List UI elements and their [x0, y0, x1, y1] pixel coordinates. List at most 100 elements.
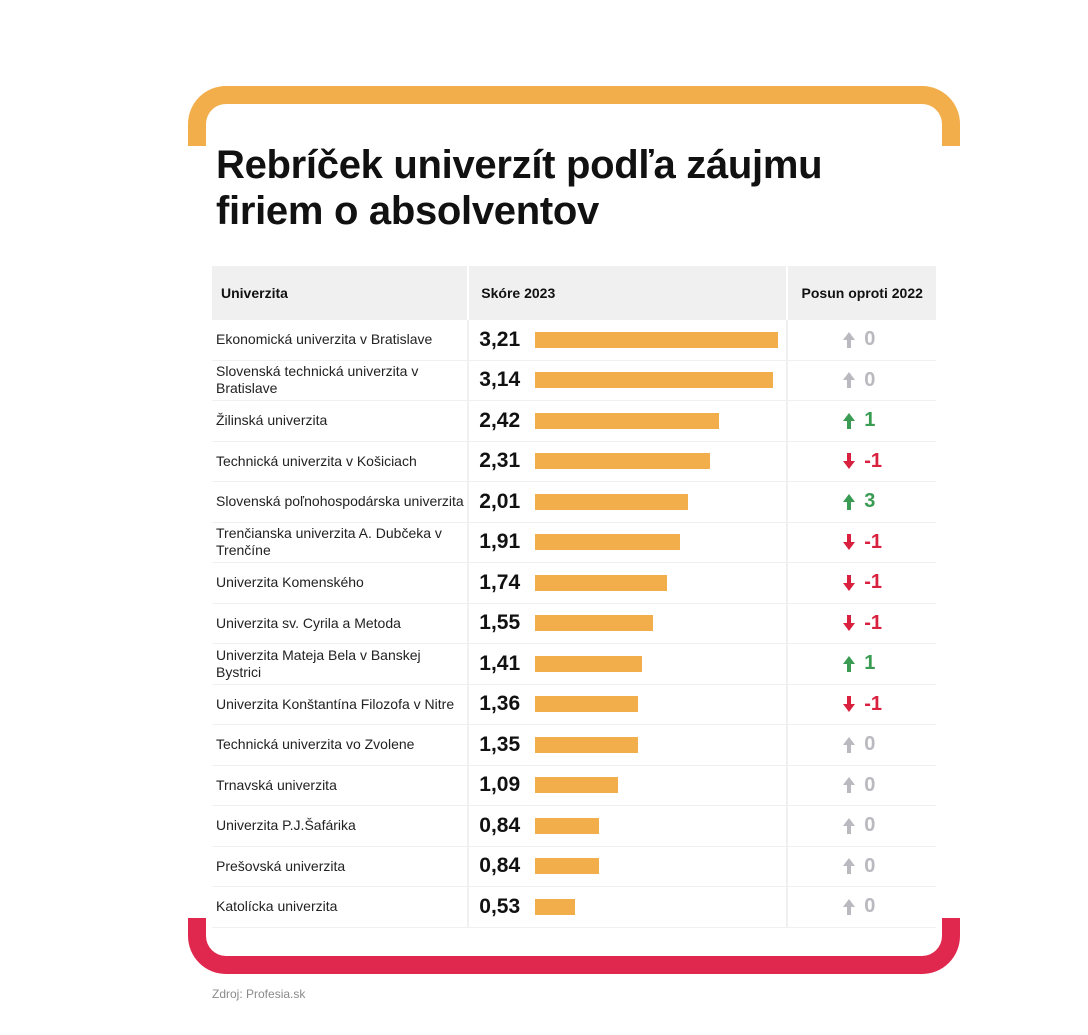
score-bar-track — [535, 696, 785, 713]
score-bar — [535, 858, 599, 875]
university-name: Slovenská poľnohospodárska univerzita — [216, 493, 464, 510]
shift-cell: 1 — [786, 644, 936, 684]
score-bar — [535, 331, 779, 348]
header-university: Univerzita — [221, 285, 288, 301]
table-row: Katolícka univerzita 0,53 0 — [212, 887, 936, 928]
score-bar-track — [535, 858, 785, 875]
university-name: Trnavská univerzita — [216, 776, 337, 793]
score-value: 0,53 — [479, 894, 521, 918]
score-value: 1,36 — [479, 692, 521, 716]
shift-value: 0 — [864, 328, 876, 351]
table-row: Slovenská poľnohospodárska univerzita 2,0… — [212, 482, 936, 523]
score-cell: 1,91 — [467, 522, 786, 562]
arrow-up-icon — [843, 372, 856, 389]
top-orange-frame — [188, 86, 960, 146]
table-row: Technická univerzita v Košiciach 2,31 -1 — [212, 441, 936, 482]
source-note: Zdroj: Profesia.sk — [212, 987, 306, 1001]
shift-cell: 0 — [786, 846, 936, 886]
score-bar — [535, 372, 774, 389]
score-value: 1,35 — [479, 732, 521, 756]
score-cell: 2,42 — [467, 401, 786, 441]
score-value: 2,31 — [479, 449, 521, 473]
shift-cell: 0 — [786, 887, 936, 927]
arrow-up-icon — [843, 331, 856, 348]
table-row: Univerzita Konštantína Filozofa v Nitre 1… — [212, 684, 936, 725]
score-bar-track — [535, 534, 785, 551]
score-value: 0,84 — [479, 854, 521, 878]
score-value: 1,74 — [479, 570, 521, 594]
shift-cell: 0 — [786, 320, 936, 360]
score-cell: 0,84 — [467, 846, 786, 886]
table-row: Univerzita sv. Cyrila a Metoda 1,55 -1 — [212, 603, 936, 644]
shift-value: 1 — [864, 409, 876, 432]
score-value: 2,01 — [479, 489, 521, 513]
table-row: Prešovská univerzita 0,84 0 — [212, 846, 936, 887]
score-cell: 1,74 — [467, 563, 786, 603]
score-bar-track — [535, 615, 785, 632]
arrow-up-icon — [843, 858, 856, 875]
shift-value: -1 — [864, 692, 882, 715]
table-row: Žilinská univerzita 2,42 1 — [212, 401, 936, 442]
score-bar-track — [535, 372, 785, 389]
score-cell: 1,35 — [467, 725, 786, 765]
score-cell: 3,21 — [467, 320, 786, 360]
shift-value: 3 — [864, 490, 876, 513]
shift-cell: -1 — [786, 563, 936, 603]
table-row: Univerzita Mateja Bela v Banskej Bystric… — [212, 644, 936, 685]
chart-title: Rebríček univerzít podľa záujmu firiem o… — [216, 143, 823, 233]
shift-cell: 1 — [786, 401, 936, 441]
arrow-up-icon — [843, 817, 856, 834]
table-row: Univerzita P.J.Šafárika 0,84 0 — [212, 806, 936, 847]
arrow-up-icon — [843, 493, 856, 510]
arrow-up-icon — [843, 412, 856, 429]
shift-cell: -1 — [786, 684, 936, 724]
university-name: Katolícka univerzita — [216, 898, 338, 915]
shift-value: 0 — [864, 773, 876, 796]
shift-value: -1 — [864, 571, 882, 594]
arrow-down-icon — [843, 696, 856, 713]
university-name: Univerzita P.J.Šafárika — [216, 817, 356, 834]
score-cell: 0,84 — [467, 806, 786, 846]
shift-value: 1 — [864, 652, 876, 675]
university-name: Slovenská technická univerzita v Bratisl… — [216, 363, 419, 397]
table-body: Ekonomická univerzita v Bratislave 3,21 0 S… — [212, 320, 936, 928]
shift-value: -1 — [864, 611, 882, 634]
bottom-red-frame — [188, 918, 960, 974]
score-bar-track — [535, 493, 785, 510]
score-bar-track — [535, 817, 785, 834]
score-value: 1,55 — [479, 611, 521, 635]
score-value: 1,91 — [479, 530, 521, 554]
arrow-up-icon — [843, 898, 856, 915]
shift-cell: 0 — [786, 360, 936, 400]
score-value: 1,41 — [479, 651, 521, 675]
table-row: Technická univerzita vo Zvolene 1,35 0 — [212, 725, 936, 766]
arrow-up-icon — [843, 655, 856, 672]
score-value: 3,21 — [479, 327, 521, 351]
arrow-down-icon — [843, 574, 856, 591]
shift-cell: 0 — [786, 765, 936, 805]
university-name: Ekonomická univerzita v Bratislave — [216, 331, 433, 348]
score-cell: 1,41 — [467, 644, 786, 684]
university-name: Žilinská univerzita — [216, 412, 328, 429]
score-bar — [535, 493, 688, 510]
shift-cell: 3 — [786, 482, 936, 522]
table-row: Ekonomická univerzita v Bratislave 3,21 0 — [212, 320, 936, 361]
score-bar-track — [535, 655, 785, 672]
score-value: 3,14 — [479, 368, 521, 392]
score-bar — [535, 736, 638, 753]
score-cell: 2,31 — [467, 441, 786, 481]
score-cell: 1,55 — [467, 603, 786, 643]
university-name: Univerzita Konštantína Filozofa v Nitre — [216, 695, 455, 712]
table-row: Slovenská technická univerzita v Bratisl… — [212, 360, 936, 401]
university-name: Technická univerzita v Košiciach — [216, 452, 417, 469]
score-bar-track — [535, 574, 785, 591]
table-row: Trenčianska univerzita A. Dubčeka v Tren… — [212, 522, 936, 563]
score-bar — [535, 777, 618, 794]
score-bar-track — [535, 412, 785, 429]
university-name: Trenčianska univerzita A. Dubčeka v Tren… — [216, 525, 442, 559]
score-bar-track — [535, 777, 785, 794]
shift-value: -1 — [864, 530, 882, 553]
shift-value: 0 — [864, 733, 876, 756]
shift-cell: -1 — [786, 603, 936, 643]
score-bar-track — [535, 331, 785, 348]
